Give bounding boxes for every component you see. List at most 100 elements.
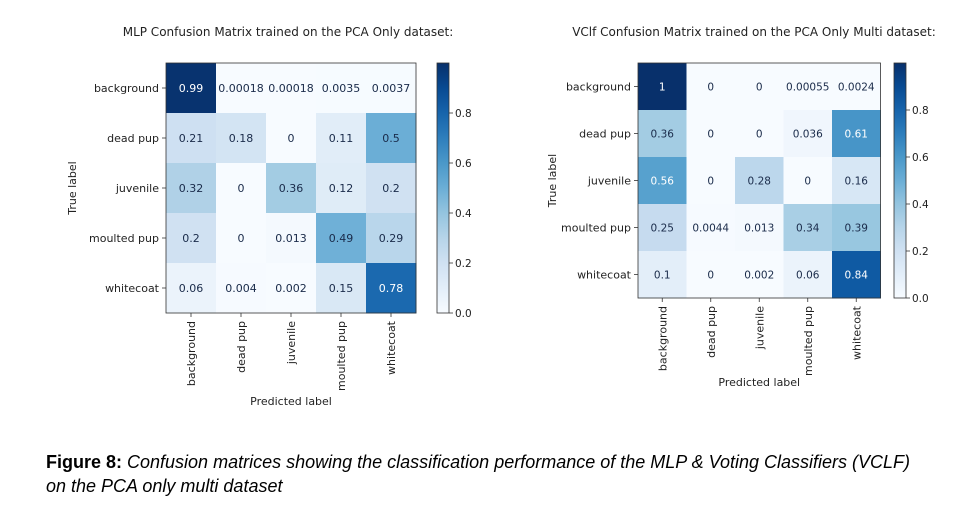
cell-value-label: 0	[707, 270, 714, 282]
cell-value-label: 0.00018	[218, 82, 264, 95]
colorbar-tick-label: 0.2	[455, 258, 472, 270]
chart-title: VClf Confusion Matrix trained on the PCA…	[572, 25, 936, 39]
matrix-cell	[316, 163, 367, 214]
cell-value-label: 0.25	[651, 223, 674, 235]
colorbar-tick-label: 0.6	[455, 158, 472, 170]
matrix-cell	[266, 113, 317, 164]
y-tick-label: whitecoat	[577, 269, 632, 282]
cell-value-label: 0.06	[796, 270, 820, 282]
cell-value-label: 0.036	[793, 129, 823, 141]
matrix-cell	[735, 251, 784, 299]
cell-value-label: 0	[756, 82, 763, 94]
matrix-cell	[783, 157, 833, 205]
matrix-cell	[216, 113, 267, 164]
matrix-cell	[686, 63, 736, 111]
matrix-cell	[166, 213, 217, 264]
matrix-cell	[316, 263, 367, 314]
matrix-cell	[832, 63, 881, 111]
cell-value-label: 0.28	[748, 176, 771, 188]
x-axis-label: Predicted label	[250, 395, 332, 408]
cell-value-label: 0.84	[845, 270, 869, 282]
confusion-matrix-mlp: MLP Confusion Matrix trained on the PCA …	[66, 25, 472, 408]
x-tick-label: moulted pup	[802, 306, 815, 376]
cell-value-label: 0.21	[179, 132, 204, 145]
x-tick-label: whitecoat	[385, 320, 398, 375]
colorbar	[436, 62, 450, 314]
matrix-cell	[783, 251, 833, 299]
cell-value-label: 0.29	[379, 232, 404, 245]
y-tick-label: juvenile	[587, 175, 631, 188]
cell-value-label: 0	[707, 82, 714, 94]
matrix-cell	[266, 263, 317, 314]
colorbar-tick-label: 0.6	[912, 152, 929, 164]
matrix-cell	[832, 204, 881, 252]
caption-lead: Figure 8:	[46, 452, 123, 472]
caption-body: Confusion matrices showing the classific…	[46, 452, 911, 496]
x-tick-label: dead pup	[705, 306, 718, 358]
cell-value-label: 0.5	[382, 132, 400, 145]
colorbar-tick-label: 0.4	[912, 199, 929, 211]
matrix-cell	[216, 163, 267, 214]
matrix-cell	[686, 110, 736, 158]
cell-value-label: 0.004	[225, 282, 257, 295]
matrix-cell	[735, 63, 784, 111]
matrix-cell	[783, 63, 833, 111]
matrix-cell	[832, 110, 881, 158]
colorbar-tick-label: 0.2	[912, 246, 929, 258]
matrix-cell	[216, 263, 267, 314]
cell-value-label: 0	[288, 132, 295, 145]
cell-value-label: 0.15	[329, 282, 354, 295]
cell-value-label: 0.0035	[322, 82, 361, 95]
cell-value-label: 0.00018	[268, 82, 314, 95]
matrix-cell	[735, 110, 784, 158]
cell-value-label: 0.16	[845, 176, 869, 188]
cell-value-label: 0.56	[651, 176, 675, 188]
matrix-cell	[638, 251, 687, 299]
cell-value-label: 0.1	[654, 270, 671, 282]
matrix-cell	[686, 251, 736, 299]
cell-value-label: 0.00055	[786, 82, 829, 94]
cell-value-label: 0.78	[379, 282, 404, 295]
y-tick-label: background	[566, 81, 631, 94]
x-tick-label: background	[656, 306, 669, 371]
colorbar-tick-label: 0.0	[455, 308, 472, 320]
cell-value-label: 0.013	[744, 223, 774, 235]
matrix-cell	[366, 113, 417, 164]
y-axis-label: True label	[66, 161, 79, 215]
cell-value-label: 0.0044	[692, 223, 729, 235]
chart-title: MLP Confusion Matrix trained on the PCA …	[123, 25, 454, 39]
matrix-cell	[686, 157, 736, 205]
matrix-cell	[366, 63, 417, 114]
cell-value-label: 0.32	[179, 182, 204, 195]
cell-value-label: 0.013	[275, 232, 307, 245]
cell-value-label: 0.0024	[838, 82, 875, 94]
y-axis-label: True label	[546, 154, 559, 208]
matrix-cell	[783, 204, 833, 252]
y-tick-label: dead pup	[579, 128, 631, 141]
cell-value-label: 0	[707, 129, 714, 141]
matrix-cell	[638, 157, 687, 205]
matrix-cell	[686, 204, 736, 252]
matrix-cell	[166, 163, 217, 214]
colorbar-tick-label: 0.0	[912, 293, 929, 305]
matrix-cell	[832, 251, 881, 299]
cell-value-label: 0.2	[182, 232, 200, 245]
matrix-cell	[366, 163, 417, 214]
y-tick-label: moulted pup	[89, 232, 159, 245]
matrix-cell	[266, 163, 317, 214]
cell-value-label: 0.12	[329, 182, 354, 195]
y-tick-label: moulted pup	[561, 222, 631, 235]
cell-value-label: 0	[756, 129, 763, 141]
cell-value-label: 0	[238, 232, 245, 245]
matrix-cell	[266, 63, 317, 114]
matrix-cell	[638, 110, 687, 158]
y-tick-label: background	[94, 82, 159, 95]
matrix-cell	[316, 113, 367, 164]
matrix-cell	[735, 204, 784, 252]
matrix-cell	[638, 63, 687, 111]
colorbar-tick-label: 0.4	[455, 208, 472, 220]
x-tick-label: moulted pup	[335, 321, 348, 391]
cell-value-label: 0.36	[651, 129, 675, 141]
matrix-cell	[316, 63, 367, 114]
figure-caption: Figure 8: Confusion matrices showing the…	[46, 450, 926, 498]
